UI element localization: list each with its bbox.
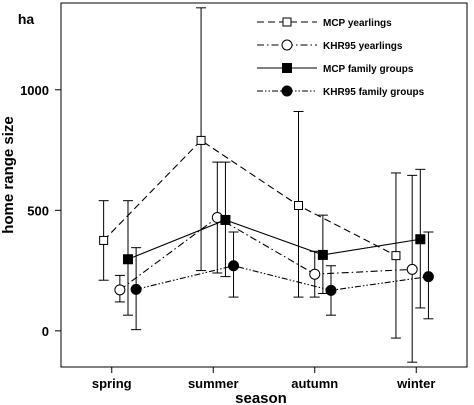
mcp-family-groups-point — [220, 214, 231, 225]
legend-label-mcp-yearlings: MCP yearlings — [323, 18, 392, 29]
legend-marker-mcp-family-groups — [282, 63, 292, 73]
plot-frame — [60, 2, 468, 368]
x-tick-label: winter — [396, 376, 435, 391]
mcp-yearlings-point — [99, 235, 109, 245]
khr95-yearlings-line — [119, 216, 413, 291]
mcp-yearlings-point — [391, 251, 401, 261]
mcp-yearlings-point — [294, 200, 304, 210]
khr95-yearlings-point — [309, 268, 321, 280]
y-tick-label: 1000 — [20, 83, 49, 98]
khr95-family-groups-line — [135, 265, 429, 291]
mcp-family-groups-point — [415, 234, 426, 245]
legend-marker-khr95-yearlings — [281, 39, 293, 51]
khr95-family-groups-point — [325, 284, 337, 296]
legend-label-khr95-yearlings: KHR95 yearlings — [323, 41, 403, 52]
y-tick-label: 0 — [42, 324, 49, 339]
x-tick-label: spring — [92, 376, 132, 391]
y-axis-title: home range size — [0, 116, 17, 234]
legend-label-khr95-family-groups: KHR95 family groups — [323, 87, 425, 98]
mcp-family-groups-point — [317, 249, 328, 260]
khr95-family-groups-point — [130, 283, 142, 295]
mcp-yearlings-point — [196, 135, 206, 145]
x-tick-label: autumn — [291, 376, 338, 391]
legend-marker-khr95-family-groups — [281, 85, 293, 97]
khr95-family-groups-point — [422, 271, 434, 283]
y-unit-label: ha — [18, 11, 35, 27]
legend-label-mcp-family-groups: MCP family groups — [323, 64, 414, 75]
mcp-family-groups-point — [122, 254, 133, 265]
khr95-yearlings-point — [406, 263, 418, 275]
mcp-family-groups-line — [127, 219, 421, 260]
khr95-family-groups-point — [228, 260, 240, 272]
x-tick-label: summer — [188, 376, 239, 391]
x-axis-title: season — [235, 390, 287, 405]
khr95-yearlings-point — [114, 284, 126, 296]
mcp-yearlings-line — [103, 139, 397, 257]
y-tick-label: 500 — [27, 203, 49, 218]
legend-marker-mcp-yearlings — [282, 17, 292, 27]
